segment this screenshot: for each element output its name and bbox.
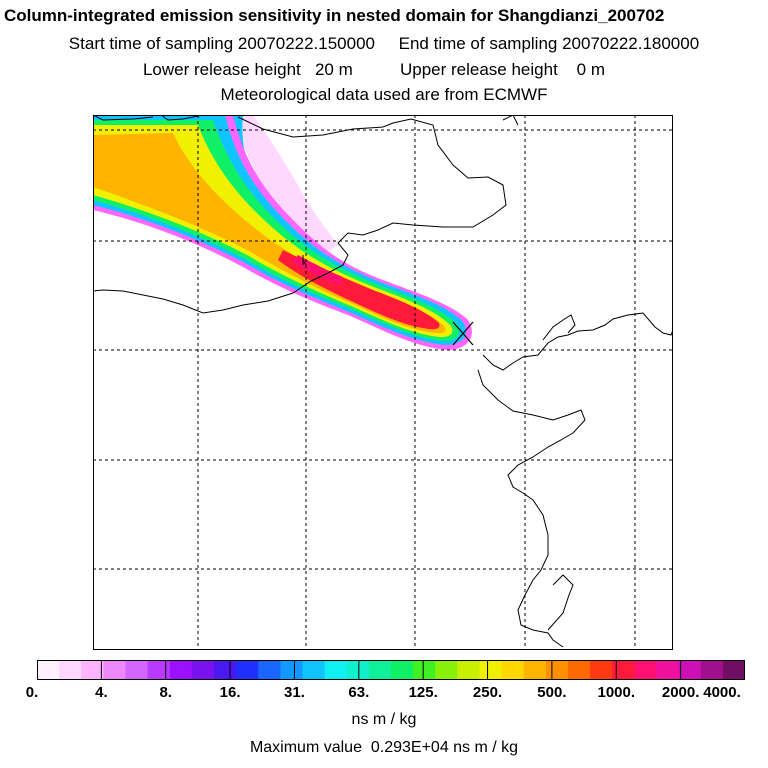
colorbar-swatch	[568, 660, 591, 680]
colorbar-swatch	[435, 660, 458, 680]
colorbar-tick-label: 16.	[219, 684, 241, 701]
plume-orange	[93, 133, 446, 334]
colorbar-swatch	[236, 660, 259, 680]
colorbar-swatch	[258, 660, 281, 680]
colorbar-tick-label: 8.	[159, 684, 172, 701]
colorbar-tick-label: 31.	[284, 684, 305, 701]
met-data-source: Meteorological data used are from ECMWF	[220, 85, 548, 104]
colorbar-swatch	[545, 660, 569, 680]
colorbar	[37, 660, 745, 680]
colorbar-tick-label: 500.	[537, 684, 567, 701]
map-frame	[93, 115, 673, 650]
colorbar-tick-label: 1000.	[597, 684, 636, 701]
colorbar-tick-label: 63.	[348, 684, 370, 701]
plume-deep-red	[293, 255, 343, 285]
colorbar-swatch	[324, 660, 348, 680]
colorbar-tick-label: 250.	[472, 684, 503, 701]
colorbar-swatch	[280, 660, 304, 680]
emission-sensitivity-map	[93, 115, 673, 650]
maximum-value: Maximum value 0.293E+04 ns m / kg	[249, 739, 519, 756]
colorbar-swatch	[214, 660, 237, 680]
colorbar-swatch	[700, 660, 724, 680]
colorbar-tick-label: 125.	[408, 684, 438, 701]
colorbar-swatch	[169, 660, 193, 680]
colorbar-swatch	[656, 660, 680, 680]
colorbar-swatch	[391, 660, 414, 680]
plume-field	[93, 115, 472, 350]
colorbar-units: ns m / kg	[351, 711, 417, 728]
coastlines	[93, 115, 673, 648]
release-height: Lower release height 20 m Upper release …	[142, 60, 606, 79]
lat-lon-grid	[93, 115, 673, 650]
colorbar-swatch	[302, 660, 326, 680]
colorbar-tick-label: 0.	[25, 684, 39, 701]
colorbar-tick-label: 4.	[95, 684, 108, 701]
colorbar-swatch	[612, 660, 635, 680]
colorbar-tick-label: 4000.	[703, 684, 741, 701]
sampling-time: Start time of sampling 20070222.150000 E…	[68, 34, 700, 53]
colorbar-swatch	[523, 660, 547, 680]
plume-pink-upper	[233, 115, 338, 255]
colorbar-swatch	[678, 660, 702, 680]
colorbar-swatch	[413, 660, 436, 680]
colorbar-swatch	[191, 660, 215, 680]
colorbar-swatch	[457, 660, 481, 680]
colorbar-swatch	[81, 660, 104, 680]
colorbar-tick-label: 2000.	[661, 684, 700, 701]
receptor-cross-icon	[452, 321, 474, 346]
colorbar-swatch	[634, 660, 658, 680]
colorbar-swatch	[346, 660, 370, 680]
colorbar-swatch	[147, 660, 171, 680]
colorbar-swatch	[59, 660, 82, 680]
colorbar-swatch	[103, 660, 127, 680]
colorbar-swatch	[501, 660, 525, 680]
colorbar-swatch	[722, 660, 745, 680]
map-title: Column-integrated emission sensitivity i…	[4, 6, 665, 25]
colorbar-swatch	[37, 660, 60, 680]
colorbar-swatch	[479, 660, 503, 680]
colorbar-swatch	[590, 660, 613, 680]
colorbar-swatch	[368, 660, 392, 680]
colorbar-frame	[37, 660, 745, 680]
colorbar-swatch	[125, 660, 149, 680]
